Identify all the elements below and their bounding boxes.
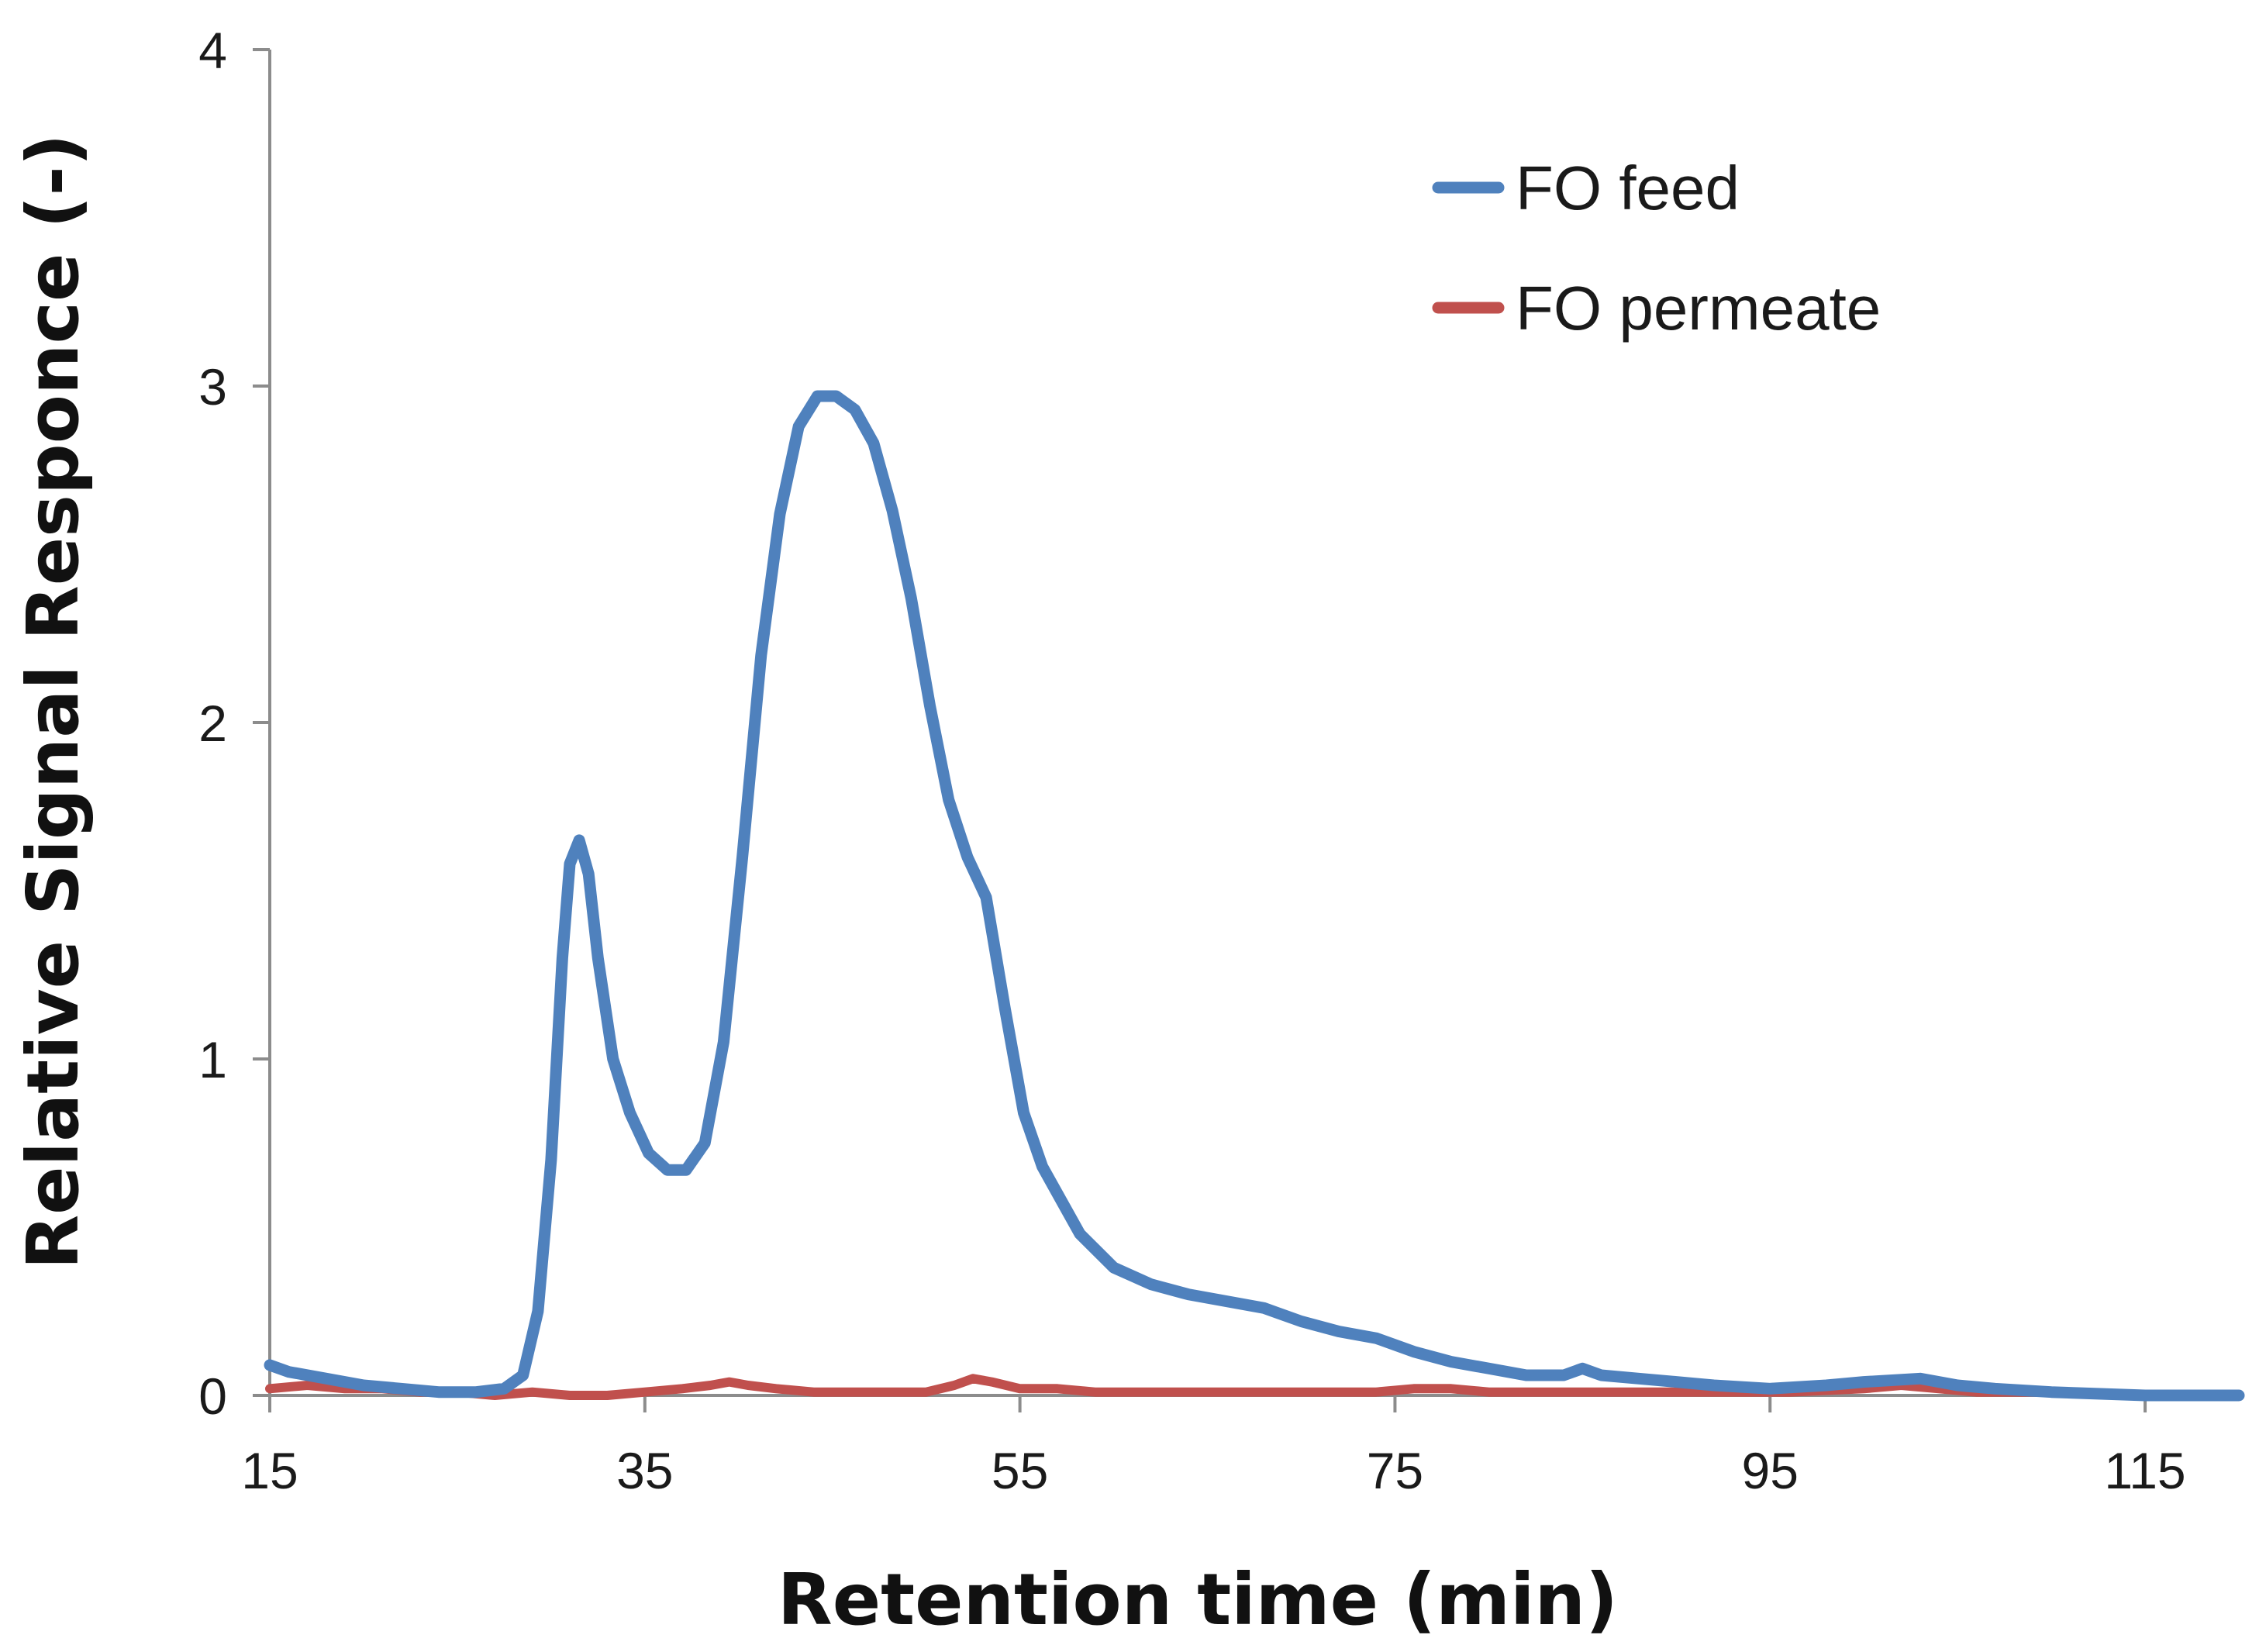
legend: FO feed FO permeate	[1432, 153, 1881, 343]
x-tick-label: 75	[1367, 1442, 1423, 1499]
x-axis-title: Retention time (min)	[778, 1558, 1618, 1641]
y-tick-label: 0	[198, 1367, 227, 1425]
x-tick-label: 15	[241, 1442, 298, 1499]
x-tick-label: 55	[992, 1442, 1048, 1499]
series-line-fo-feed	[264, 390, 2245, 1402]
legend-label-fo-feed: FO feed	[1516, 153, 1740, 222]
x-tick-label: 115	[2104, 1442, 2185, 1499]
legend-label-fo-permeate: FO permeate	[1516, 274, 1881, 343]
y-axis-ticks: 0 1 2 3 4	[198, 22, 270, 1425]
y-axis-title: Relative Signal Responce (-)	[12, 133, 95, 1269]
x-tick-label: 95	[1742, 1442, 1799, 1499]
x-axis-ticks: 15 35 55 75 95 115	[241, 1395, 2186, 1499]
y-tick-label: 3	[198, 358, 227, 416]
series-layer	[264, 390, 2245, 1402]
y-tick-label: 2	[198, 695, 227, 752]
y-tick-label: 1	[198, 1031, 227, 1088]
y-tick-label: 4	[198, 22, 227, 79]
x-tick-label: 35	[616, 1442, 673, 1499]
